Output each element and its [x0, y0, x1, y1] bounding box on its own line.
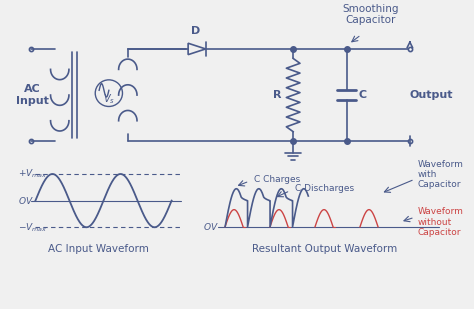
Text: Waveform
without
Capacitor: Waveform without Capacitor: [418, 207, 464, 237]
Text: C: C: [358, 90, 366, 100]
Text: $OV$: $OV$: [18, 195, 34, 206]
Text: Resultant Output Waveform: Resultant Output Waveform: [252, 244, 397, 254]
Text: R: R: [273, 90, 282, 100]
Text: C Discharges: C Discharges: [295, 184, 354, 193]
Text: C Charges: C Charges: [254, 175, 301, 184]
Text: $-V_{max}$: $-V_{max}$: [18, 221, 47, 234]
Text: D: D: [191, 26, 201, 36]
Text: $OV$: $OV$: [203, 221, 219, 232]
Text: Smoothing
Capacitor: Smoothing Capacitor: [343, 4, 399, 25]
Text: Waveform
with
Capacitor: Waveform with Capacitor: [418, 159, 464, 189]
Text: Output: Output: [410, 90, 453, 100]
Text: AC Input Waveform: AC Input Waveform: [48, 244, 149, 254]
Text: $V_s$: $V_s$: [103, 93, 115, 107]
Text: $+V_{max}$: $+V_{max}$: [18, 168, 47, 180]
Text: AC
Input: AC Input: [16, 84, 49, 106]
